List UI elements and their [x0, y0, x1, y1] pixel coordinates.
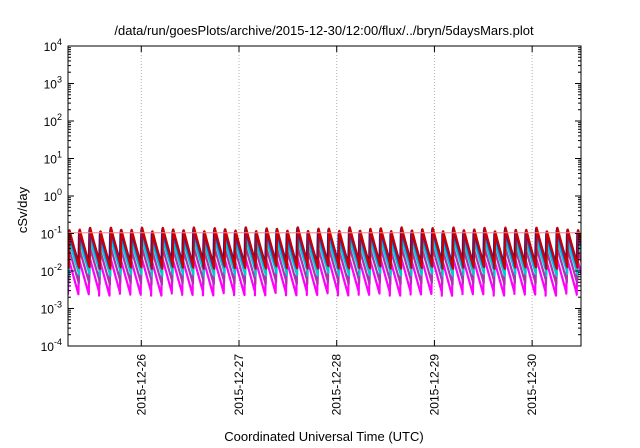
- x-tick-label: 2015-12-30: [525, 354, 539, 416]
- y-tick-label: 10-1: [41, 225, 62, 242]
- y-tick-exponent: -4: [54, 337, 62, 347]
- y-tick-label: 10-2: [41, 262, 62, 279]
- y-tick-label: 100: [44, 187, 62, 204]
- chart-title: /data/run/goesPlots/archive/2015-12-30/1…: [114, 23, 534, 38]
- y-tick-label: 103: [44, 75, 62, 92]
- y-tick-exponent: 2: [57, 112, 62, 122]
- series-group: [68, 226, 581, 297]
- y-tick-label: 104: [44, 37, 62, 54]
- ticks: [68, 45, 581, 347]
- y-tick-exponent: 0: [57, 187, 62, 197]
- y-tick-exponent: -1: [54, 225, 62, 235]
- y-tick-exponent: 1: [57, 150, 62, 160]
- y-tick-label: 10-3: [41, 300, 62, 317]
- y-tick-label: 101: [44, 150, 62, 167]
- x-tick-label: 2015-12-28: [330, 354, 344, 416]
- y-axis-label: cSv/day: [15, 186, 30, 233]
- x-tick-label: 2015-12-27: [232, 354, 246, 416]
- y-tick-label: 102: [44, 112, 62, 129]
- series-line: [68, 255, 581, 297]
- y-tick-label: 10-4: [41, 337, 62, 354]
- grid: [140, 46, 533, 346]
- x-tick-label: 2015-12-26: [134, 354, 148, 416]
- series-line: [68, 226, 581, 270]
- x-axis-label: Coordinated Universal Time (UTC): [224, 429, 423, 444]
- y-tick-exponent: 4: [57, 37, 62, 47]
- series-line: [68, 238, 581, 277]
- x-tick-labels: 2015-12-26 2015-12-27 2015-12-28 2015-12-29…: [134, 354, 539, 416]
- y-tick-exponent: -3: [54, 300, 62, 310]
- plot-frame: [67, 45, 582, 347]
- y-tick-exponent: 3: [57, 75, 62, 85]
- x-tick-label: 2015-12-29: [427, 354, 441, 416]
- y-tick-exponent: -2: [54, 262, 62, 272]
